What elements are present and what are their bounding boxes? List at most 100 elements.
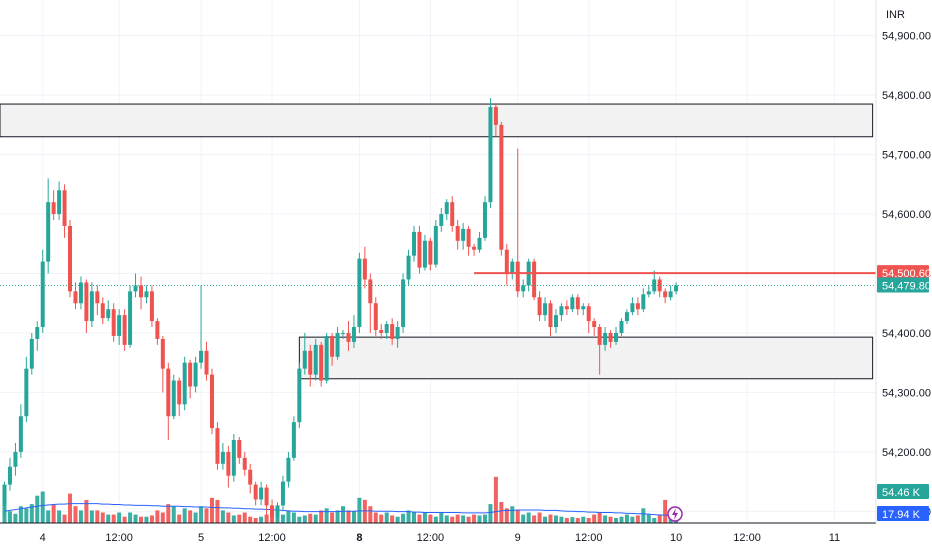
candle-body	[548, 303, 553, 328]
volume-bar	[155, 510, 160, 523]
candle	[13, 442, 18, 476]
candle-body	[62, 190, 67, 226]
candle	[40, 249, 45, 333]
candle	[362, 246, 367, 289]
volume-bar	[428, 514, 433, 523]
volume-bar	[488, 504, 493, 523]
zone-box-1	[298, 336, 874, 380]
candle	[248, 463, 253, 494]
candle-body	[133, 285, 138, 292]
candle-body	[570, 297, 575, 310]
price-axis[interactable]: INR 54,900.00 54,800.00 54,700.00 54,600.00…	[882, 9, 931, 518]
candle	[472, 243, 477, 256]
candle	[450, 196, 455, 232]
candle	[160, 335, 165, 393]
candle	[608, 330, 613, 348]
candle-body	[57, 190, 62, 215]
candle-body	[40, 261, 45, 328]
candle-body	[259, 487, 264, 500]
volume-bar	[384, 512, 389, 523]
candle-body	[297, 368, 302, 423]
candle-body	[357, 258, 362, 328]
candle	[526, 258, 531, 292]
candle	[117, 309, 122, 345]
candle-body	[248, 469, 253, 485]
lightning-icon	[667, 506, 683, 522]
candle	[139, 276, 143, 310]
candle	[51, 190, 56, 220]
candle	[559, 303, 564, 322]
price-tick-label: 54,900.00	[882, 31, 931, 43]
candle	[199, 285, 204, 369]
volume-bar	[341, 506, 346, 523]
candle-body	[439, 214, 444, 226]
volume-bar	[95, 510, 100, 523]
candle	[188, 359, 193, 399]
candle-body	[280, 481, 285, 506]
candle-body	[433, 225, 438, 265]
candle-body	[111, 309, 116, 336]
volume-bar	[641, 508, 646, 523]
volume-bar	[619, 516, 624, 523]
candle-body	[122, 315, 127, 345]
candle-body	[351, 327, 356, 342]
candle-body	[368, 279, 373, 304]
candle	[220, 442, 225, 470]
candle	[291, 416, 296, 461]
candle	[417, 225, 422, 274]
candle	[461, 222, 466, 250]
candle	[166, 362, 171, 440]
candle	[89, 282, 94, 328]
time-axis[interactable]: 4 12:00 5 12:00 8 12:00 9 12:00 10 12:00 11	[40, 532, 840, 544]
candle-body	[302, 350, 307, 369]
candle	[171, 374, 176, 420]
volume-bar	[100, 512, 105, 523]
last-price-badge: 54,479.80	[877, 277, 931, 293]
chart-grid	[0, 0, 876, 523]
candle	[270, 499, 275, 524]
candle	[149, 285, 154, 328]
volume-bar	[330, 512, 335, 523]
candle-body	[226, 451, 231, 476]
volume-ma-line	[4, 503, 677, 516]
candle	[237, 437, 242, 464]
candle-body	[635, 303, 640, 310]
candle-body	[188, 362, 193, 387]
candle-body	[379, 330, 384, 333]
candle-body	[275, 505, 280, 518]
volume-bar	[7, 511, 12, 523]
volume-bar	[663, 499, 668, 523]
candle	[493, 104, 498, 137]
time-tick-label: 12:00	[575, 532, 603, 544]
volume-bar	[624, 514, 629, 523]
candle	[422, 234, 427, 271]
candle-body	[657, 279, 662, 292]
volume-bar	[40, 491, 45, 523]
volume-bar	[586, 517, 591, 523]
candle-body	[455, 225, 460, 241]
candle	[319, 341, 324, 387]
volume-bar	[461, 515, 466, 523]
volume-bar	[51, 504, 56, 523]
volume-bar	[242, 512, 247, 523]
candle-body	[313, 344, 318, 375]
candle-body	[477, 237, 482, 250]
volume-bar	[73, 506, 78, 523]
candle-body	[160, 338, 165, 369]
candle-body	[521, 285, 526, 292]
volume-bar	[128, 512, 133, 523]
volume-bar	[199, 506, 204, 523]
candle-body	[586, 306, 591, 322]
candle-body	[624, 312, 629, 322]
candle-body	[559, 306, 564, 316]
candle-body	[117, 315, 122, 336]
volume-bar	[144, 516, 149, 523]
candle	[412, 225, 416, 262]
candle	[543, 297, 548, 322]
candle-body	[461, 228, 466, 241]
candle-body	[619, 321, 624, 333]
candle	[641, 288, 646, 313]
candle-body	[341, 332, 346, 334]
candle	[373, 297, 378, 336]
